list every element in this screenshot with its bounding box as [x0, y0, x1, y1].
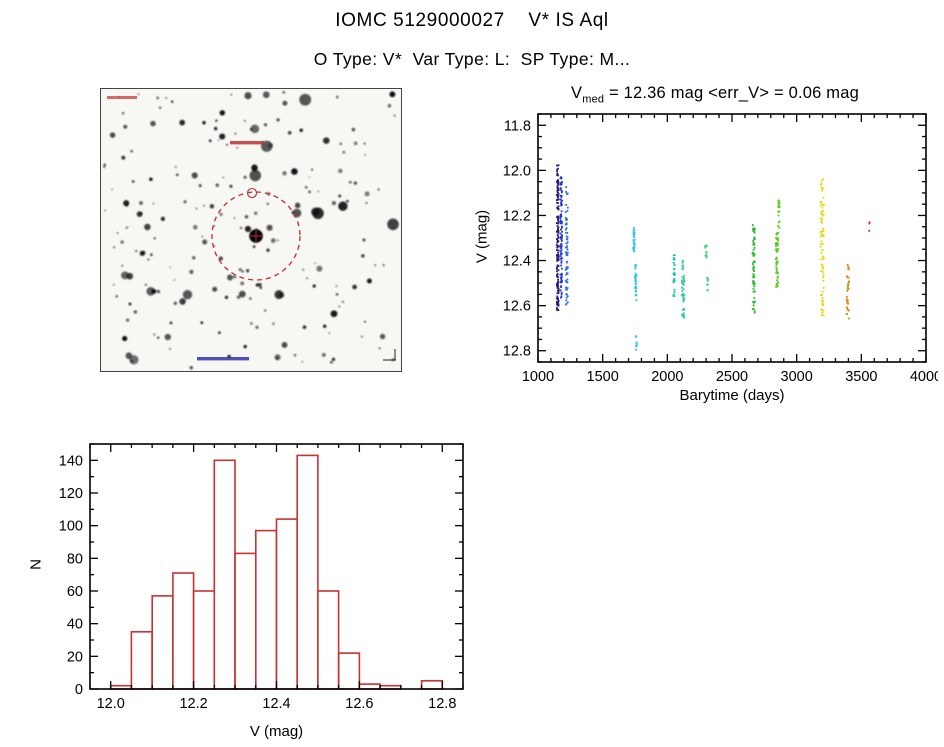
- svg-text:1000: 1000: [522, 369, 554, 385]
- svg-text:0: 0: [75, 682, 83, 698]
- svg-text:12.6: 12.6: [503, 299, 531, 315]
- svg-text:40: 40: [67, 617, 83, 633]
- svg-text:12.6: 12.6: [345, 696, 373, 712]
- svg-text:11.8: 11.8: [504, 118, 531, 134]
- page-subtitle: O Type: V* Var Type: L: SP Type: M...: [313, 49, 631, 69]
- svg-text:100: 100: [59, 519, 83, 535]
- svg-text:12.2: 12.2: [503, 208, 531, 224]
- svg-text:1500: 1500: [587, 369, 619, 385]
- svg-text:3000: 3000: [781, 369, 813, 385]
- svg-text:12.8: 12.8: [503, 344, 531, 360]
- scatter-title: Vmed = 12.36 mag <err_V> = 0.06 mag: [500, 84, 930, 105]
- scatter-title-v: V: [571, 84, 583, 102]
- svg-text:20: 20: [67, 649, 83, 665]
- svg-text:12.8: 12.8: [428, 696, 456, 712]
- histogram-x-axis-label: V (mag): [249, 723, 304, 740]
- svg-text:120: 120: [59, 486, 83, 502]
- target-annotations: [107, 96, 396, 361]
- svg-text:12.4: 12.4: [262, 696, 290, 712]
- page-title: IOMC 5129000027 V* IS Aql: [335, 10, 609, 31]
- light-curve-scatter-plot: 1000 1500 2000 2500 3000 3500 4000 11.8 12.0 12.2…: [503, 113, 938, 385]
- svg-text:2500: 2500: [716, 369, 748, 385]
- svg-text:60: 60: [67, 584, 83, 600]
- svg-text:12.4: 12.4: [503, 254, 531, 270]
- svg-text:140: 140: [59, 453, 83, 469]
- svg-text:80: 80: [67, 551, 83, 567]
- scatter-x-axis-label: Barytime (days): [679, 387, 785, 404]
- svg-text:12.0: 12.0: [97, 696, 125, 712]
- svg-text:3500: 3500: [845, 369, 877, 385]
- magnitude-histogram: 12.0 12.2 12.4 12.6 12.8 0 20 40 60 80 100 120 140: [59, 443, 464, 712]
- svg-text:4000: 4000: [910, 369, 938, 385]
- svg-text:12.0: 12.0: [503, 163, 531, 179]
- scatter-title-rest: = 12.36 mag <err_V> = 0.06 mag: [604, 84, 859, 102]
- scatter-title-sub: med: [582, 93, 605, 106]
- svg-text:12.2: 12.2: [179, 696, 207, 712]
- finder-chart-image: [100, 88, 402, 372]
- svg-text:2000: 2000: [651, 369, 683, 385]
